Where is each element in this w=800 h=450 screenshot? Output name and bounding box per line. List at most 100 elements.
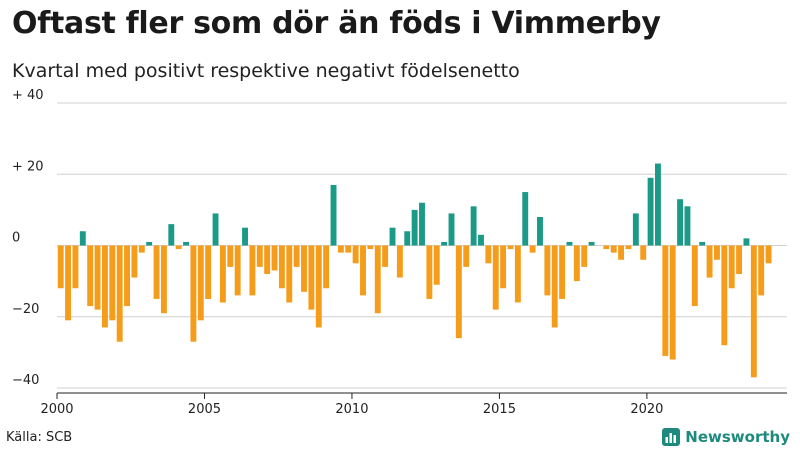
bar-positive xyxy=(404,231,411,246)
bar-negative xyxy=(750,245,757,378)
bar-negative xyxy=(507,245,514,250)
bar-positive xyxy=(522,192,529,246)
bar-chart-logo-icon xyxy=(662,428,681,446)
bar-negative xyxy=(514,245,521,303)
bar-negative xyxy=(603,245,610,250)
bar-positive xyxy=(212,213,219,246)
source-note: Källa: SCB xyxy=(6,430,73,445)
bar-positive xyxy=(632,213,639,246)
brand-logo[interactable]: Newsworthy xyxy=(662,428,790,446)
x-tick-label: 2015 xyxy=(483,402,516,417)
bar-negative xyxy=(337,245,344,253)
bar-positive xyxy=(478,234,484,246)
bar-positive xyxy=(588,241,595,246)
bar-negative xyxy=(323,245,330,289)
y-tick-label: −40 xyxy=(12,373,39,388)
bar-negative xyxy=(234,245,241,296)
bar-positive xyxy=(441,241,448,246)
y-tick-label: −20 xyxy=(12,302,39,317)
bar-negative xyxy=(374,245,381,314)
bar-negative xyxy=(426,245,433,299)
bar-positive xyxy=(242,227,248,246)
bar-negative xyxy=(485,245,492,264)
bar-negative xyxy=(57,245,64,289)
bar-negative xyxy=(573,245,580,282)
bar-negative xyxy=(301,245,307,292)
bar-negative xyxy=(463,245,470,267)
bar-negative xyxy=(360,245,366,296)
bar-positive xyxy=(655,163,661,246)
bar-negative xyxy=(500,245,507,289)
bar-negative xyxy=(264,245,271,274)
bar-negative xyxy=(382,245,389,267)
x-tick-label: 2000 xyxy=(40,402,73,417)
bar-negative xyxy=(345,245,352,253)
bar-positive xyxy=(677,199,684,246)
bar-negative xyxy=(669,245,676,360)
chart-subtitle: Kvartal med positivt respektive negativt… xyxy=(12,60,520,82)
bar-negative xyxy=(396,245,403,278)
y-tick-label: 0 xyxy=(12,231,20,246)
x-tick-label: 2020 xyxy=(630,402,663,417)
bar-negative xyxy=(529,245,536,253)
bar-negative xyxy=(492,245,499,310)
bar-negative xyxy=(160,245,167,314)
bar-positive xyxy=(537,217,543,246)
bar-negative xyxy=(101,245,108,328)
bar-negative xyxy=(286,245,293,303)
bar-negative xyxy=(219,245,226,303)
chart-title: Oftast fler som dör än föds i Vimmerby xyxy=(12,6,661,41)
bar-negative xyxy=(124,245,130,307)
bar-negative xyxy=(728,245,735,289)
x-tick-label: 2010 xyxy=(335,402,368,417)
bar-negative xyxy=(87,245,94,307)
bar-negative xyxy=(691,245,698,307)
bar-negative xyxy=(455,245,462,339)
y-tick-label: + 40 xyxy=(12,88,44,103)
bar-negative xyxy=(640,245,647,260)
bar-negative xyxy=(551,245,558,328)
y-tick-label: + 20 xyxy=(12,159,44,174)
bar-negative xyxy=(138,245,145,253)
bar-negative xyxy=(765,245,772,264)
bar-negative xyxy=(706,245,713,278)
bar-negative xyxy=(581,245,588,267)
bar-negative xyxy=(721,245,728,346)
x-tick-label: 2005 xyxy=(188,402,221,417)
bar-negative xyxy=(352,245,359,264)
bar-positive xyxy=(699,241,706,246)
bars xyxy=(57,163,772,378)
bar-positive xyxy=(684,206,691,246)
bar-negative xyxy=(736,245,743,274)
bar-positive xyxy=(389,227,396,246)
bar-negative xyxy=(197,245,204,321)
bar-negative xyxy=(109,245,116,321)
bar-positive xyxy=(419,202,425,246)
bar-negative xyxy=(153,245,160,299)
bar-negative xyxy=(315,245,322,328)
bar-positive xyxy=(448,213,455,246)
bar-negative xyxy=(714,245,720,260)
bar-negative xyxy=(367,245,374,250)
bar-negative xyxy=(65,245,72,321)
bar-negative xyxy=(116,245,123,342)
bar-positive xyxy=(470,206,477,246)
bar-negative xyxy=(249,245,256,296)
bar-positive xyxy=(146,241,153,246)
bar-negative xyxy=(544,245,551,296)
bar-positive xyxy=(183,241,189,246)
bar-negative xyxy=(293,245,300,267)
bar-positive xyxy=(79,231,86,246)
bar-negative xyxy=(625,245,632,250)
bar-negative xyxy=(559,245,566,299)
bar-negative xyxy=(256,245,263,267)
bar-negative xyxy=(175,245,182,250)
bar-negative xyxy=(618,245,625,260)
bar-negative xyxy=(190,245,197,342)
bar-negative xyxy=(205,245,212,299)
bar-positive xyxy=(566,241,573,246)
bar-positive xyxy=(647,177,654,246)
bar-positive xyxy=(743,238,750,246)
